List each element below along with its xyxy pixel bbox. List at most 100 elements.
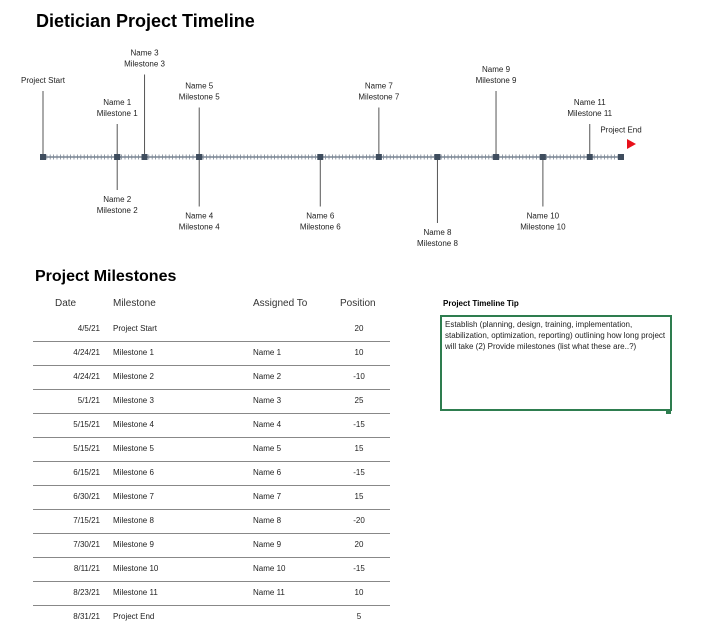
row-divider bbox=[33, 605, 390, 606]
date-cell: 8/23/21 bbox=[73, 588, 100, 597]
milestone-label: Name 8 bbox=[423, 228, 452, 237]
row-divider bbox=[33, 533, 390, 534]
milestone-label: Project End bbox=[600, 126, 641, 135]
position-cell: 10 bbox=[354, 588, 364, 597]
row-divider bbox=[33, 461, 390, 462]
milestone-cell: Milestone 8 bbox=[113, 516, 154, 525]
milestone-cell: Milestone 5 bbox=[113, 444, 154, 453]
milestone-label: Milestone 9 bbox=[476, 76, 517, 85]
milestone-label: Name 9 bbox=[482, 65, 511, 74]
column-header: Position bbox=[340, 298, 376, 309]
row-divider bbox=[33, 341, 390, 342]
milestone-marker bbox=[434, 154, 441, 160]
assigned-cell: Name 2 bbox=[253, 372, 282, 381]
date-cell: 6/15/21 bbox=[73, 468, 100, 477]
milestone-marker bbox=[40, 154, 46, 160]
milestone-marker bbox=[586, 154, 593, 160]
date-cell: 4/5/21 bbox=[77, 324, 100, 333]
milestone-label: Name 10 bbox=[527, 212, 560, 221]
milestone-label: Milestone 6 bbox=[300, 223, 341, 232]
assigned-cell: Name 7 bbox=[253, 492, 282, 501]
milestone-marker bbox=[539, 154, 546, 160]
date-cell: 5/15/21 bbox=[73, 444, 100, 453]
row-divider bbox=[33, 509, 390, 510]
date-cell: 7/15/21 bbox=[73, 516, 100, 525]
cell-handle bbox=[666, 409, 671, 414]
assigned-cell: Name 5 bbox=[253, 444, 282, 453]
milestone-marker bbox=[196, 154, 203, 160]
date-cell: 8/11/21 bbox=[73, 564, 100, 573]
assigned-cell: Name 8 bbox=[253, 516, 282, 525]
position-cell: 15 bbox=[354, 492, 364, 501]
milestone-marker bbox=[114, 154, 121, 160]
milestone-marker bbox=[618, 154, 624, 160]
milestone-cell: Milestone 4 bbox=[113, 420, 154, 429]
milestone-marker bbox=[493, 154, 500, 160]
milestone-label: Milestone 11 bbox=[567, 109, 612, 118]
date-cell: 8/31/21 bbox=[73, 612, 100, 621]
column-header: Assigned To bbox=[253, 298, 308, 309]
tip-title: Project Timeline Tip bbox=[443, 299, 519, 308]
position-cell: 5 bbox=[356, 612, 362, 621]
milestone-cell: Milestone 7 bbox=[113, 492, 154, 501]
milestone-label: Name 2 bbox=[103, 195, 132, 204]
milestone-label: Milestone 7 bbox=[358, 93, 399, 102]
assigned-cell: Name 1 bbox=[253, 348, 282, 357]
milestone-label: Name 5 bbox=[185, 82, 214, 91]
milestone-label: Milestone 4 bbox=[179, 223, 220, 232]
milestone-label: Milestone 3 bbox=[124, 60, 165, 69]
position-cell: -15 bbox=[353, 420, 365, 429]
position-cell: -15 bbox=[353, 468, 365, 477]
milestone-label: Name 11 bbox=[574, 98, 606, 107]
row-divider bbox=[33, 437, 390, 438]
milestone-label: Milestone 1 bbox=[97, 109, 138, 118]
milestone-label: Milestone 8 bbox=[417, 239, 458, 248]
row-divider bbox=[33, 581, 390, 582]
milestone-cell: Milestone 11 bbox=[113, 588, 158, 597]
date-cell: 7/30/21 bbox=[73, 540, 100, 549]
date-cell: 5/1/21 bbox=[77, 396, 100, 405]
milestone-cell: Milestone 2 bbox=[113, 372, 154, 381]
milestone-cell: Milestone 3 bbox=[113, 396, 154, 405]
milestone-label: Name 7 bbox=[365, 82, 394, 91]
position-cell: -10 bbox=[353, 372, 365, 381]
assigned-cell: Name 6 bbox=[253, 468, 282, 477]
section-title: Project Milestones bbox=[35, 268, 177, 285]
tip-box: Establish (planning, design, training, i… bbox=[440, 315, 672, 411]
milestone-cell: Project End bbox=[113, 612, 155, 621]
position-cell: 20 bbox=[354, 324, 364, 333]
milestone-cell: Milestone 9 bbox=[113, 540, 154, 549]
row-divider bbox=[33, 485, 390, 486]
row-divider bbox=[33, 557, 390, 558]
position-cell: 20 bbox=[354, 540, 364, 549]
row-divider bbox=[33, 389, 390, 390]
milestone-marker bbox=[141, 154, 148, 160]
date-cell: 6/30/21 bbox=[73, 492, 100, 501]
position-cell: -15 bbox=[353, 564, 365, 573]
assigned-cell: Name 10 bbox=[253, 564, 286, 573]
timeline: Project Start Name 1 Milestone 1 Name 2 Mile… bbox=[21, 49, 642, 249]
milestone-marker bbox=[317, 154, 324, 160]
date-cell: 4/24/21 bbox=[73, 348, 100, 357]
position-cell: 10 bbox=[354, 348, 364, 357]
position-cell: -20 bbox=[353, 516, 365, 525]
column-header: Milestone bbox=[113, 298, 156, 309]
column-header: Date bbox=[55, 298, 77, 309]
milestone-marker bbox=[375, 154, 382, 160]
assigned-cell: Name 9 bbox=[253, 540, 282, 549]
date-cell: 4/24/21 bbox=[73, 372, 100, 381]
row-divider bbox=[33, 365, 390, 366]
row-divider bbox=[33, 413, 390, 414]
milestone-cell: Project Start bbox=[113, 324, 158, 333]
milestone-label: Milestone 5 bbox=[179, 93, 220, 102]
milestone-label: Project Start bbox=[21, 76, 66, 85]
position-cell: 15 bbox=[354, 444, 364, 453]
assigned-cell: Name 3 bbox=[253, 396, 282, 405]
end-flag bbox=[627, 139, 636, 149]
milestone-label: Name 4 bbox=[185, 212, 214, 221]
position-cell: 25 bbox=[354, 396, 364, 405]
milestone-label: Milestone 10 bbox=[520, 223, 566, 232]
milestone-cell: Milestone 6 bbox=[113, 468, 154, 477]
milestone-label: Milestone 2 bbox=[97, 206, 138, 215]
